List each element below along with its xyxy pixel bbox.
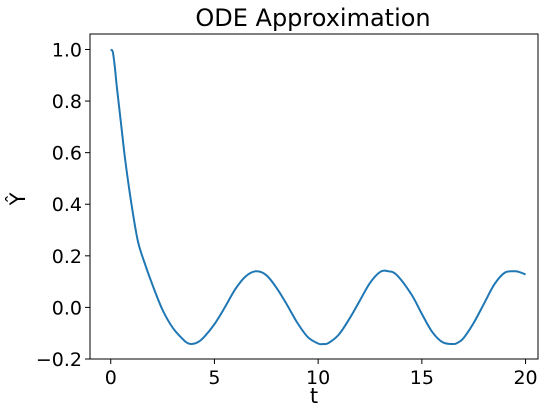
plot-frame bbox=[89, 33, 539, 360]
x-tick-label: 10 bbox=[306, 367, 330, 389]
y-tick-label: 0.8 bbox=[52, 91, 82, 113]
x-axis-ticks: 0 5 10 15 20 bbox=[105, 359, 538, 389]
x-tick-label: 0 bbox=[105, 367, 117, 389]
y-axis-ticks: −0.2 0.0 0.2 0.4 0.6 0.8 1.0 bbox=[36, 39, 90, 371]
y-tick-label: −0.2 bbox=[36, 349, 82, 371]
y-tick-label: 0.2 bbox=[52, 246, 82, 268]
x-axis-label: t bbox=[310, 384, 318, 408]
y-tick-label: 0.0 bbox=[52, 297, 82, 319]
x-tick-label: 20 bbox=[513, 367, 537, 389]
y-tick-label: 0.6 bbox=[52, 143, 82, 165]
x-tick-label: 15 bbox=[410, 367, 434, 389]
y-axis-label: Ŷ bbox=[5, 192, 30, 206]
y-tick-label: 1.0 bbox=[52, 39, 82, 61]
data-series-line bbox=[109, 48, 526, 346]
chart-title: ODE Approximation bbox=[195, 4, 430, 32]
y-tick-label: 0.4 bbox=[52, 194, 82, 216]
x-tick-label: 5 bbox=[208, 367, 220, 389]
